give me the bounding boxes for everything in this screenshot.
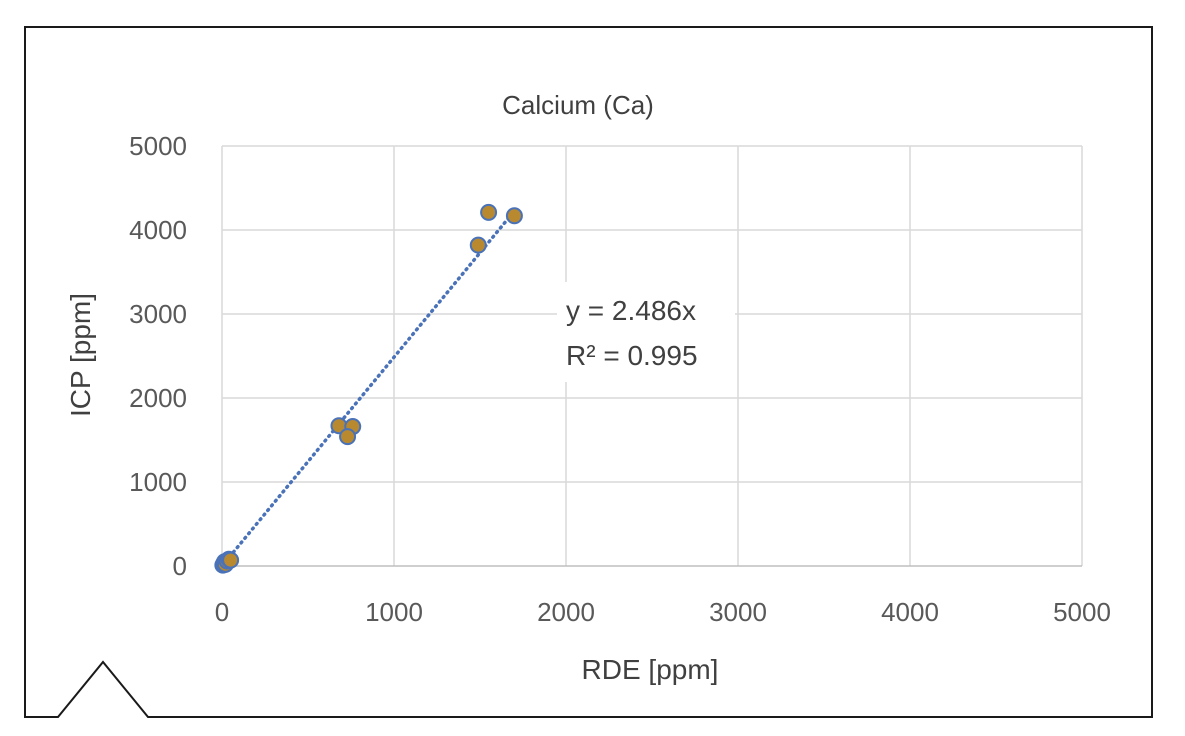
data-point <box>222 551 240 569</box>
trendline <box>220 209 517 568</box>
y-axis-title: ICP [ppm] <box>65 293 96 417</box>
trendline-equation: y = 2.486x <box>566 295 696 326</box>
data-point <box>469 236 487 254</box>
equation-box <box>557 282 735 382</box>
chart-frame <box>24 26 1153 718</box>
x-tick-label: 1000 <box>365 597 423 627</box>
grid-lines <box>221 145 1083 567</box>
data-points <box>214 203 523 574</box>
y-axis-ticks: 0 1000 2000 3000 4000 5000 <box>129 131 187 581</box>
data-point <box>339 428 357 446</box>
y-tick-label: 5000 <box>129 131 187 161</box>
y-tick-label: 4000 <box>129 215 187 245</box>
y-tick-label: 3000 <box>129 299 187 329</box>
x-tick-label: 0 <box>215 597 229 627</box>
y-tick-label: 0 <box>173 551 187 581</box>
x-tick-label: 3000 <box>709 597 767 627</box>
y-tick-label: 2000 <box>129 383 187 413</box>
x-tick-label: 4000 <box>881 597 939 627</box>
trendline-r-squared: R² = 0.995 <box>566 340 698 371</box>
data-point <box>505 207 523 225</box>
data-point <box>480 203 498 221</box>
chart-title: Calcium (Ca) <box>502 90 654 120</box>
trendline-group <box>220 209 517 568</box>
y-tick-label: 1000 <box>129 467 187 497</box>
x-axis-title: RDE [ppm] <box>582 654 719 685</box>
x-axis-ticks: 0 1000 2000 3000 4000 5000 <box>215 597 1111 627</box>
x-tick-label: 2000 <box>537 597 595 627</box>
x-tick-label: 5000 <box>1053 597 1111 627</box>
